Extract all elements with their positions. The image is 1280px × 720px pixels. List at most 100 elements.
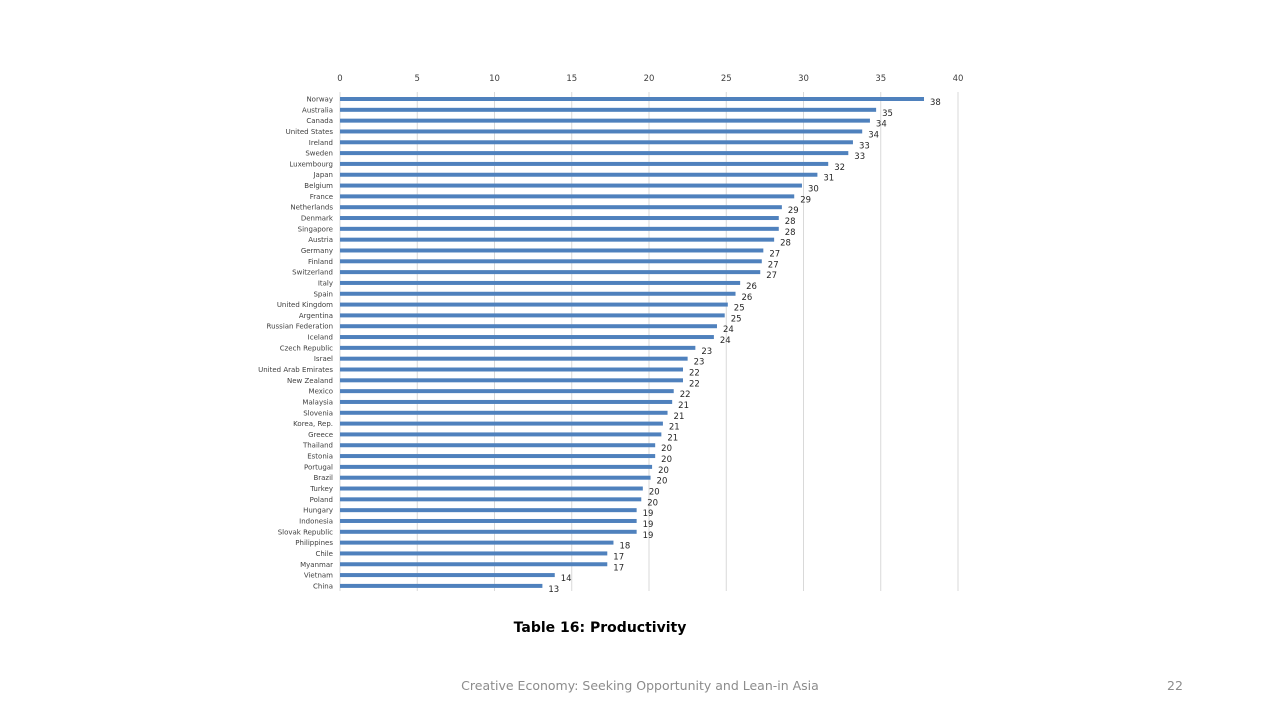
data-label: 17 — [613, 563, 624, 573]
x-tick-label: 25 — [721, 74, 732, 84]
data-label: 34 — [876, 120, 887, 130]
data-label: 33 — [854, 152, 865, 162]
slide-footer: Creative Economy: Seeking Opportunity an… — [461, 678, 819, 693]
category-label: Ireland — [309, 139, 333, 147]
category-label: Thailand — [302, 442, 333, 450]
category-label: Iceland — [308, 334, 333, 342]
data-label: 28 — [785, 228, 796, 238]
category-label: Australia — [302, 106, 333, 114]
x-tick-label: 15 — [566, 74, 577, 84]
bar — [340, 129, 863, 134]
data-label: 31 — [823, 174, 834, 184]
x-tick-label: 10 — [489, 74, 500, 84]
category-label: Slovak Republic — [278, 528, 333, 536]
page-number: 22 — [1167, 678, 1183, 693]
x-tick-label: 35 — [875, 74, 886, 84]
category-label: Norway — [306, 96, 333, 104]
bar — [340, 183, 802, 188]
data-label: 20 — [657, 477, 668, 487]
bar — [340, 410, 668, 415]
data-label: 21 — [667, 433, 678, 443]
data-label: 35 — [882, 109, 893, 119]
category-label: Sweden — [305, 150, 333, 158]
bar — [340, 378, 683, 383]
data-label: 19 — [643, 509, 654, 519]
data-label: 14 — [561, 574, 572, 584]
data-label: 13 — [548, 585, 559, 595]
x-tick-label: 30 — [798, 74, 809, 84]
data-label: 27 — [768, 260, 779, 270]
data-label: 30 — [808, 185, 819, 195]
category-label: Vietnam — [304, 572, 333, 580]
category-label: Argentina — [299, 312, 333, 320]
category-label: Denmark — [301, 215, 334, 223]
bar — [340, 172, 818, 177]
category-label: Germany — [301, 247, 333, 255]
category-label: France — [310, 193, 333, 201]
data-label: 28 — [785, 217, 796, 227]
data-label: 22 — [689, 369, 700, 379]
bar — [340, 259, 762, 264]
bar — [340, 161, 829, 166]
data-label: 19 — [643, 520, 654, 530]
x-tick-label: 40 — [953, 74, 964, 84]
category-label: United Arab Emirates — [258, 366, 333, 374]
data-label: 23 — [701, 347, 712, 357]
category-label: Belgium — [304, 182, 333, 190]
category-label: Portugal — [304, 463, 333, 471]
bar — [340, 216, 779, 221]
category-label: Spain — [313, 290, 333, 298]
bar — [340, 367, 683, 372]
data-label: 21 — [669, 423, 680, 433]
bar — [340, 497, 642, 502]
bar — [340, 335, 714, 340]
category-label: Greece — [308, 431, 333, 439]
data-label: 18 — [619, 542, 630, 552]
bar — [340, 486, 643, 491]
bar — [340, 540, 614, 545]
category-label: Brazil — [313, 474, 333, 482]
bar — [340, 583, 543, 588]
bar — [340, 529, 637, 534]
category-label: Singapore — [298, 225, 333, 233]
data-label: 20 — [661, 444, 672, 454]
bar — [340, 324, 717, 329]
data-label: 17 — [613, 552, 624, 562]
bar — [340, 226, 779, 231]
category-label: Mexico — [309, 388, 333, 396]
bar — [340, 464, 653, 469]
bar — [340, 140, 853, 145]
category-label: Russian Federation — [267, 323, 333, 331]
category-label: Czech Republic — [280, 344, 333, 352]
data-label: 33 — [859, 141, 870, 151]
data-label: 24 — [720, 336, 731, 346]
category-label: Austria — [308, 236, 333, 244]
category-label: Hungary — [303, 507, 333, 515]
data-label: 32 — [834, 163, 845, 173]
data-label: 27 — [766, 271, 777, 281]
category-label: Italy — [318, 279, 333, 287]
category-label: Myanmar — [300, 561, 333, 569]
category-label: Korea, Rep. — [293, 420, 333, 428]
bar — [340, 107, 877, 112]
category-label: China — [313, 582, 333, 590]
bar — [340, 205, 782, 210]
x-tick-label: 20 — [644, 74, 655, 84]
chart-caption: Table 16: Productivity — [513, 620, 687, 636]
bar — [340, 562, 608, 567]
data-label: 20 — [649, 488, 660, 498]
category-label: Philippines — [295, 539, 333, 547]
bar — [340, 356, 688, 361]
category-label: Malaysia — [302, 398, 333, 406]
category-label: United Kingdom — [277, 301, 333, 309]
category-label: New Zealand — [287, 377, 333, 385]
data-label: 21 — [674, 412, 685, 422]
category-label: Netherlands — [290, 204, 333, 212]
bar — [340, 551, 608, 556]
data-label: 24 — [723, 325, 734, 335]
category-label: Estonia — [307, 453, 333, 461]
data-label: 21 — [678, 401, 689, 411]
data-label: 26 — [746, 282, 757, 292]
bar — [340, 475, 651, 480]
bar — [340, 280, 741, 285]
